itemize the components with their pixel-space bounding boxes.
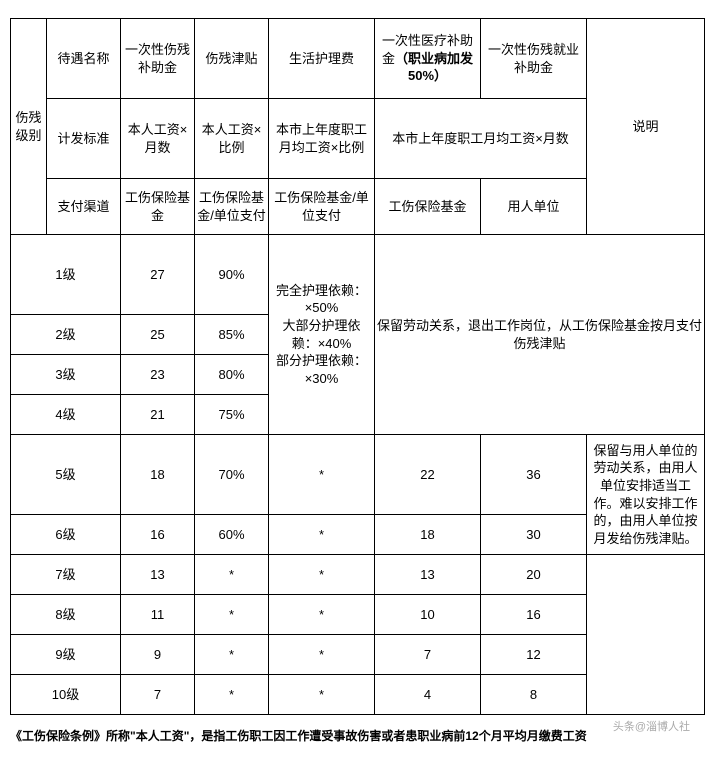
hdr-care: 生活护理费	[269, 19, 375, 99]
care-cell: *	[269, 635, 375, 675]
care-cell: 完全护理依赖：×50% 大部分护理依赖：×40% 部分护理依赖：×30%	[269, 235, 375, 435]
ch-c5: 工伤保险基金	[375, 179, 481, 235]
hdr-channel: 支付渠道	[47, 179, 121, 235]
basis-c3: 本人工资×比例	[195, 99, 269, 179]
subsidy-cell: 9	[121, 635, 195, 675]
level-cell: 8级	[11, 595, 121, 635]
ch-c2: 工伤保险基金	[121, 179, 195, 235]
med-cell: 13	[375, 555, 481, 595]
level-cell: 2级	[11, 315, 121, 355]
ch-c4: 工伤保险基金/单位支付	[269, 179, 375, 235]
care-cell: *	[269, 555, 375, 595]
subsidy-cell: 13	[121, 555, 195, 595]
care-cell: *	[269, 515, 375, 555]
subsidy-cell: 18	[121, 435, 195, 515]
level-cell: 10级	[11, 675, 121, 715]
level-cell: 4级	[11, 395, 121, 435]
allowance-cell: *	[195, 595, 269, 635]
hdr-allowance: 伤残津贴	[195, 19, 269, 99]
med-cell: 22	[375, 435, 481, 515]
row-header-level: 伤残级别	[11, 19, 47, 235]
subsidy-cell: 7	[121, 675, 195, 715]
benefits-table: 伤残级别 待遇名称 一次性伤残补助金 伤残津贴 生活护理费 一次性医疗补助金（职…	[10, 18, 705, 715]
emp-cell: 12	[481, 635, 587, 675]
allowance-cell: 60%	[195, 515, 269, 555]
emp-cell: 8	[481, 675, 587, 715]
footnote: 《工伤保险条例》所称"本人工资"，是指工伤职工因工作遭受事故伤害或者患职业病前1…	[10, 727, 704, 744]
med-cell: 4	[375, 675, 481, 715]
level-cell: 7级	[11, 555, 121, 595]
note-7-10	[587, 555, 705, 715]
level-cell: 1级	[11, 235, 121, 315]
hdr-medical-bold: （职业病加发50%）	[395, 51, 473, 84]
hdr-medical: 一次性医疗补助金（职业病加发50%）	[375, 19, 481, 99]
allowance-cell: 85%	[195, 315, 269, 355]
emp-cell: 20	[481, 555, 587, 595]
hdr-basis: 计发标准	[47, 99, 121, 179]
care-cell: *	[269, 595, 375, 635]
table-row: 7级 13 * * 13 20	[11, 555, 705, 595]
hdr-employment: 一次性伤残就业补助金	[481, 19, 587, 99]
ch-c3: 工伤保险基金/单位支付	[195, 179, 269, 235]
note-1-4: 保留劳动关系，退出工作岗位，从工伤保险基金按月支付伤残津贴	[375, 235, 705, 435]
subsidy-cell: 27	[121, 235, 195, 315]
allowance-cell: 70%	[195, 435, 269, 515]
hdr-name: 待遇名称	[47, 19, 121, 99]
table-row: 5级 18 70% * 22 36 保留与用人单位的劳动关系，由用人单位安排适当…	[11, 435, 705, 515]
allowance-cell: *	[195, 635, 269, 675]
ch-c6: 用人单位	[481, 179, 587, 235]
level-cell: 5级	[11, 435, 121, 515]
med-cell: 10	[375, 595, 481, 635]
note-5-6: 保留与用人单位的劳动关系，由用人单位安排适当工作。难以安排工作的，由用人单位按月…	[587, 435, 705, 555]
watermark: 头条@淄博人社	[613, 718, 690, 734]
table-row: 1级 27 90% 完全护理依赖：×50% 大部分护理依赖：×40% 部分护理依…	[11, 235, 705, 315]
basis-c4: 本市上年度职工月均工资×比例	[269, 99, 375, 179]
emp-cell: 30	[481, 515, 587, 555]
level-cell: 3级	[11, 355, 121, 395]
subsidy-cell: 21	[121, 395, 195, 435]
allowance-cell: 90%	[195, 235, 269, 315]
allowance-cell: 80%	[195, 355, 269, 395]
level-cell: 6级	[11, 515, 121, 555]
footnote-text: 《工伤保险条例》所称"本人工资"，是指工伤职工因工作遭受事故伤害或者患职业病前1…	[10, 729, 587, 743]
allowance-cell: *	[195, 555, 269, 595]
subsidy-cell: 25	[121, 315, 195, 355]
care-cell: *	[269, 435, 375, 515]
med-cell: 7	[375, 635, 481, 675]
care-cell: *	[269, 675, 375, 715]
basis-c2: 本人工资×月数	[121, 99, 195, 179]
emp-cell: 16	[481, 595, 587, 635]
med-cell: 18	[375, 515, 481, 555]
allowance-cell: 75%	[195, 395, 269, 435]
subsidy-cell: 23	[121, 355, 195, 395]
emp-cell: 36	[481, 435, 587, 515]
basis-c56: 本市上年度职工月均工资×月数	[375, 99, 587, 179]
subsidy-cell: 11	[121, 595, 195, 635]
hdr-lump-disability: 一次性伤残补助金	[121, 19, 195, 99]
level-cell: 9级	[11, 635, 121, 675]
subsidy-cell: 16	[121, 515, 195, 555]
allowance-cell: *	[195, 675, 269, 715]
hdr-explain: 说明	[587, 19, 705, 235]
